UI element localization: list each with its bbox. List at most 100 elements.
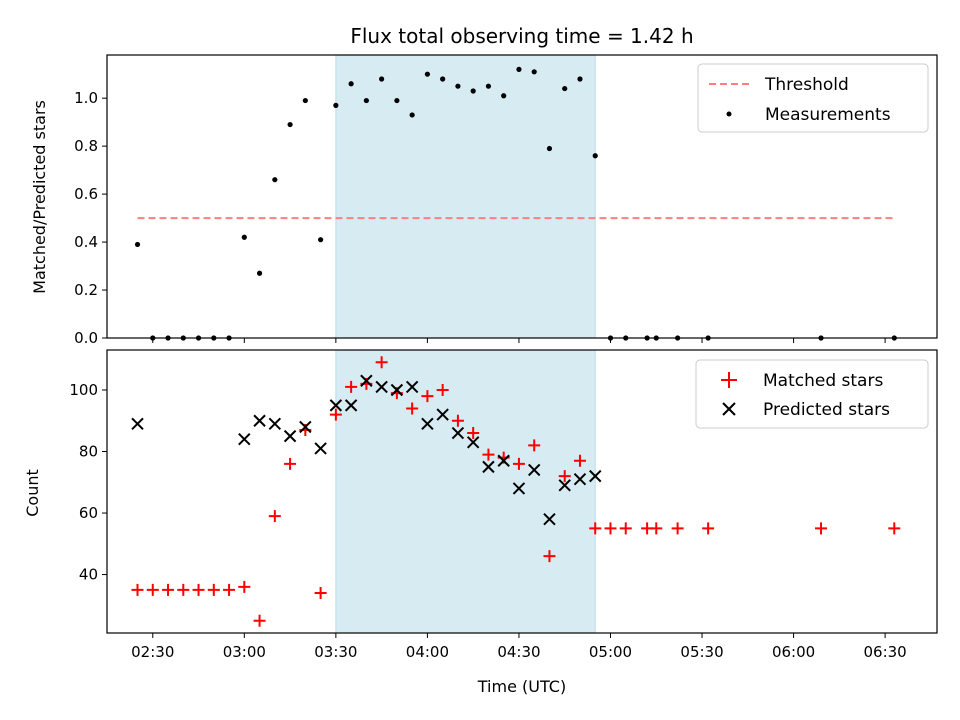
predicted-star-marker	[497, 454, 510, 467]
legend-measurements-label: Measurements	[765, 105, 891, 125]
predicted-star-marker	[283, 429, 297, 443]
measurement-point	[440, 76, 446, 82]
measurement-point	[546, 145, 553, 152]
top-title: Flux total observing time = 1.42 h	[350, 24, 693, 48]
bottom-xtick-label: 03:30	[314, 643, 357, 661]
matched-star-marker	[345, 380, 358, 393]
matched-star-marker	[512, 457, 525, 470]
top-highlight-span	[335, 54, 596, 339]
matched-star-marker	[162, 583, 175, 596]
bottom-xaxis-ticks: 02:30 03:00 03:30 04:00 04:30 05:00 05:30 06:00…	[131, 633, 907, 661]
predicted-star-marker	[573, 472, 587, 486]
measurement-point	[394, 97, 400, 104]
matched-star-marker	[146, 583, 159, 596]
bottom-xtick-label: 06:30	[864, 643, 907, 661]
matched-star-marker	[253, 614, 266, 627]
legend-measurements-swatch	[726, 111, 732, 117]
bottom-xtick-label: 06:00	[772, 643, 815, 661]
predicted-star-marker	[131, 417, 144, 431]
top-yaxis-ticks: 0.0 0.2 0.4 0.6 0.8 1.0	[74, 89, 107, 347]
matched-star-marker	[223, 583, 236, 596]
bottom-legend: Matched stars Predicted stars	[695, 359, 929, 429]
measurement-point	[318, 237, 324, 243]
predicted-star-marker	[405, 380, 419, 394]
matched-star-marker	[888, 522, 901, 535]
bottom-xtick-label: 05:30	[680, 643, 723, 661]
measurement-point	[562, 85, 568, 92]
matched-star-marker	[314, 587, 327, 600]
measurement-point	[363, 97, 369, 104]
bottom-xtick-label: 05:00	[589, 643, 632, 661]
predicted-star-marker	[360, 374, 373, 387]
predicted-star-marker	[589, 469, 602, 483]
predicted-star-marker	[238, 432, 251, 446]
measurement-point	[577, 76, 583, 82]
top-axes-frame	[106, 54, 938, 339]
measurement-point	[272, 177, 278, 183]
matched-star-marker	[436, 383, 449, 396]
measurement-point	[348, 81, 354, 87]
predicted-star-marker	[558, 479, 571, 492]
legend-matched-swatch	[721, 372, 737, 388]
top-ytick-label: 0.0	[74, 329, 98, 347]
matched-star-marker	[482, 448, 495, 461]
bottom-xtick-label: 02:30	[131, 643, 174, 661]
predicted-star-marker	[375, 380, 388, 394]
matched-star-marker	[589, 522, 602, 535]
predicted-star-marker	[512, 482, 526, 495]
top-ytick-label: 0.8	[74, 137, 98, 155]
predicted-star-markers	[131, 374, 602, 526]
measurement-point	[241, 234, 247, 240]
matched-star-marker	[467, 427, 480, 440]
matched-star-marker	[528, 439, 541, 452]
matched-star-marker	[406, 402, 419, 415]
matched-star-marker	[207, 583, 220, 596]
measurement-point	[470, 88, 476, 94]
bottom-highlight-span	[335, 349, 596, 634]
bottom-ytick-label: 60	[79, 504, 98, 522]
measurement-point	[592, 153, 598, 159]
matched-star-marker	[650, 522, 663, 535]
matched-star-marker	[192, 583, 205, 596]
top-legend: Threshold Measurements	[697, 63, 929, 133]
measurement-point	[516, 66, 522, 72]
predicted-star-marker	[421, 417, 434, 431]
measurement-point	[501, 93, 507, 99]
measurement-point	[302, 97, 308, 104]
bottom-xtick-label: 04:30	[497, 643, 540, 661]
measurement-point	[287, 121, 293, 128]
predicted-star-marker	[451, 426, 465, 440]
matched-star-marker	[573, 454, 586, 467]
measurement-point	[485, 83, 492, 89]
bottom-ytick-label: 40	[79, 566, 98, 584]
measurement-point	[409, 112, 415, 118]
predicted-star-marker	[299, 420, 312, 434]
matched-star-marker	[815, 522, 828, 535]
matched-star-marker	[284, 457, 297, 470]
predicted-star-marker	[344, 399, 358, 412]
predicted-star-marker	[268, 417, 282, 431]
legend-threshold-label: Threshold	[764, 75, 849, 95]
bottom-legend-box	[695, 359, 929, 429]
top-ylabel: Matched/Predicted stars	[30, 100, 49, 294]
matched-star-marker	[177, 583, 190, 596]
matched-star-marker	[375, 356, 388, 369]
predicted-star-marker	[390, 383, 404, 397]
predicted-star-marker	[253, 414, 266, 427]
matched-star-marker	[268, 510, 281, 523]
matched-star-marker	[451, 414, 464, 427]
bottom-ytick-label: 100	[69, 381, 98, 399]
bottom-axes-frame	[106, 349, 938, 634]
legend-predicted-swatch	[722, 402, 736, 416]
measurement-point	[455, 83, 461, 89]
matched-star-marker	[604, 522, 617, 535]
bottom-xtick-label: 04:00	[406, 643, 449, 661]
top-ytick-label: 0.6	[74, 185, 98, 203]
measurement-point	[379, 76, 385, 82]
matched-star-marker	[543, 550, 556, 563]
top-ytick-label: 0.2	[74, 281, 98, 299]
predicted-star-marker	[436, 408, 449, 421]
top-legend-box	[697, 63, 929, 133]
measurement-point	[256, 270, 263, 276]
